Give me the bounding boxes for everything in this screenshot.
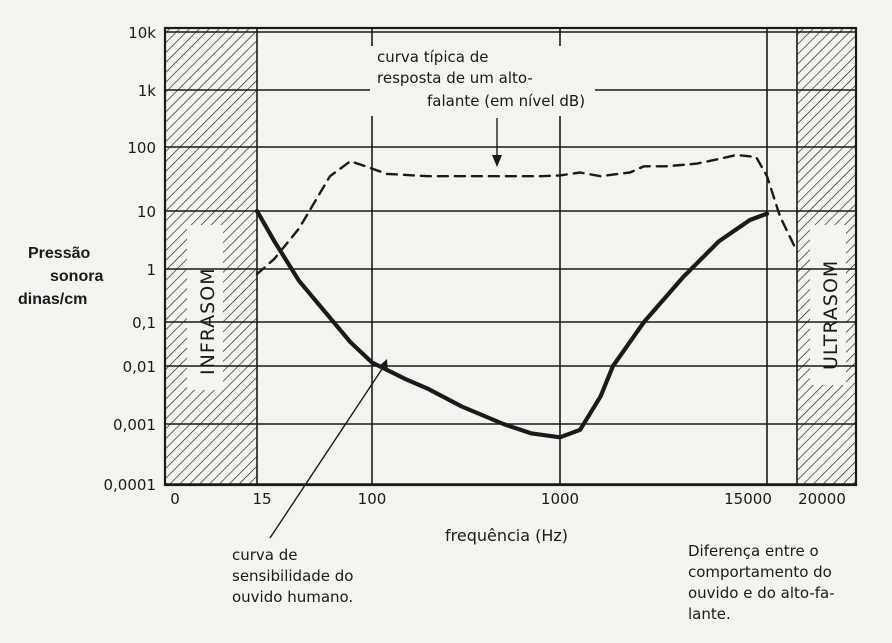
infrasound-label-bg [187, 225, 223, 390]
y-axis-label-line-1: Pressão [28, 245, 90, 262]
ultrasound-label-bg [810, 225, 846, 385]
ultrasound-label: ULTRASOM [820, 260, 842, 370]
speaker-annotation-bg [370, 46, 595, 116]
y-tick-label: 100 [127, 139, 156, 157]
ear-annotation-line-1: curva de [232, 546, 298, 564]
x-tick-label: 0 [170, 490, 180, 508]
y-axis-label-line-2: sonora [50, 268, 103, 285]
x-axis-ticks: 0 15 100 1000 15000 20000 [170, 490, 846, 508]
x-tick-label: 1000 [541, 490, 579, 508]
y-tick-label: 1k [138, 82, 157, 100]
y-tick-label: 0,001 [113, 416, 156, 434]
difference-note-line-2: comportamento do [688, 563, 832, 581]
speaker-annotation-line-2: resposta de um alto- [377, 69, 533, 87]
y-tick-label: 0,0001 [104, 476, 157, 494]
y-axis-label-line-3: dinas/cm [18, 291, 87, 308]
ear-annotation-line-3: ouvido humano. [232, 588, 353, 606]
difference-note-line-1: Diferença entre o [688, 542, 819, 560]
ear-annotation-line-2: sensibilidade do [232, 567, 354, 585]
ear-annotation-arrowhead [378, 359, 388, 372]
series-group [254, 153, 799, 440]
x-tick-label: 100 [358, 490, 387, 508]
x-axis-label: frequência (Hz) [445, 526, 568, 545]
y-tick-label: 10k [128, 24, 156, 42]
y-axis-ticks: 10k 1k 100 10 1 0,1 0,01 0,001 0,0001 [104, 24, 157, 494]
speaker-annotation-arrowhead [492, 155, 502, 167]
x-tick-label: 20000 [798, 490, 846, 508]
difference-note-line-3: ouvido e do alto-fa- [688, 584, 835, 602]
y-tick-label: 10 [137, 203, 156, 221]
y-tick-label: 0,01 [123, 358, 156, 376]
speaker-annotation-line-3: falante (em nível dB) [427, 92, 585, 110]
speaker-response-line [255, 153, 799, 276]
x-tick-label: 15 [252, 490, 271, 508]
speaker-annotation-line-1: curva típica de [377, 48, 488, 66]
y-tick-label: 0,1 [132, 314, 156, 332]
ear-annotation-pointer [269, 365, 385, 539]
x-tick-label: 15000 [724, 490, 772, 508]
ear-sensitivity-line [254, 208, 770, 440]
plot-frame [163, 26, 858, 487]
difference-note-line-4: lante. [688, 605, 731, 623]
y-tick-label: 1 [146, 261, 156, 279]
